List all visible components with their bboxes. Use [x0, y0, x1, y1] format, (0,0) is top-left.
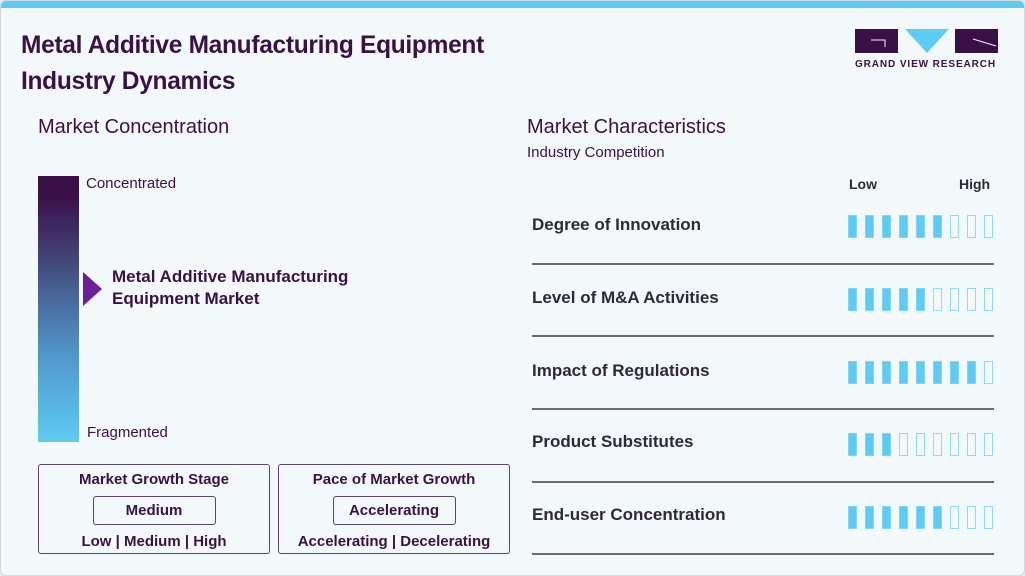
- rating-bar-filled: [967, 361, 976, 384]
- scale-high-label: High: [959, 176, 991, 192]
- row-label: Degree of Innovation: [532, 215, 702, 234]
- rating-bar-empty: [984, 288, 993, 311]
- growth-stage-value: Medium: [92, 496, 216, 525]
- grand-view-research-logo: GRAND VIEW RESEARCH: [855, 29, 1000, 74]
- rating-bar-empty: [950, 215, 959, 238]
- rating-bar-filled: [899, 361, 908, 384]
- rating-bar-filled: [933, 506, 942, 529]
- row-label: End-user Concentration: [532, 505, 726, 524]
- growth-pace-title: Pace of Market Growth: [312, 471, 476, 488]
- market-growth-stage-box: Market Growth Stage Medium Low | Medium …: [38, 464, 270, 554]
- rating-bar-filled: [865, 288, 874, 311]
- market-concentration-title: Market Concentration: [38, 116, 230, 138]
- market-name-line-2: Equipment Market: [112, 289, 260, 308]
- rating-bar-empty: [967, 215, 976, 238]
- rating-bar-filled: [865, 361, 874, 384]
- rating-bar-filled: [865, 506, 874, 529]
- rating-bar-filled: [865, 215, 874, 238]
- rating-bar-filled: [882, 361, 891, 384]
- pace-of-market-growth-box: Pace of Market Growth Accelerating Accel…: [278, 464, 510, 554]
- row-divider: [532, 481, 994, 483]
- row-divider: [532, 335, 994, 337]
- rating-bar-filled: [899, 215, 908, 238]
- top-accent-bar: [1, 1, 1024, 8]
- rating-bar-filled: [916, 361, 925, 384]
- row-label: Impact of Regulations: [532, 361, 710, 380]
- row-divider: [532, 263, 994, 265]
- rating-bar-empty: [967, 433, 976, 456]
- rating-bar-filled: [916, 288, 925, 311]
- rating-bar-filled: [916, 506, 925, 529]
- rating-bar-filled: [882, 215, 891, 238]
- growth-stage-options: Low | Medium | High: [81, 533, 227, 550]
- rating-bar-empty: [967, 288, 976, 311]
- market-characteristics-title: Market Characteristics: [527, 116, 726, 138]
- growth-stage-title: Market Growth Stage: [78, 471, 230, 488]
- growth-pace-options: Accelerating | Decelerating: [297, 533, 491, 550]
- rating-bar-filled: [882, 433, 891, 456]
- rating-bar-filled: [848, 506, 857, 529]
- rating-bars: [848, 433, 993, 456]
- rating-bar-filled: [848, 433, 857, 456]
- row-label: Product Substitutes: [532, 432, 694, 451]
- gvr-logo-icon: [855, 29, 998, 53]
- rating-bar-filled: [916, 215, 925, 238]
- rating-bar-filled: [899, 288, 908, 311]
- concentration-gradient-bar: [38, 176, 79, 442]
- rating-bar-filled: [882, 288, 891, 311]
- rating-bar-empty: [933, 433, 942, 456]
- row-divider: [532, 553, 994, 555]
- rating-bar-empty: [967, 506, 976, 529]
- rating-bars: [848, 506, 993, 529]
- market-name: Metal Additive Manufacturing Equipment M…: [112, 266, 348, 310]
- fragmented-label: Fragmented: [87, 424, 168, 441]
- row-label: Level of M&A Activities: [532, 288, 719, 307]
- title-line-2: Industry Dynamics: [21, 67, 236, 95]
- logo-text: GRAND VIEW RESEARCH: [855, 59, 996, 70]
- rating-bar-empty: [950, 433, 959, 456]
- rating-bar-empty: [984, 506, 993, 529]
- rating-bar-filled: [848, 215, 857, 238]
- rating-bar-filled: [848, 288, 857, 311]
- rating-bar-empty: [950, 506, 959, 529]
- rating-bar-filled: [848, 361, 857, 384]
- rating-bar-empty: [899, 433, 908, 456]
- rating-bar-empty: [984, 361, 993, 384]
- row-divider: [532, 408, 994, 410]
- rating-bar-filled: [950, 361, 959, 384]
- market-pointer-icon: [83, 272, 102, 306]
- rating-bar-empty: [984, 433, 993, 456]
- market-name-line-1: Metal Additive Manufacturing: [112, 267, 349, 286]
- rating-bar-filled: [933, 361, 942, 384]
- page-title: Metal Additive Manufacturing Equipment I…: [21, 27, 648, 99]
- rating-bar-filled: [865, 433, 874, 456]
- rating-bar-empty: [950, 288, 959, 311]
- growth-pace-value: Accelerating: [332, 496, 456, 525]
- concentrated-label: Concentrated: [86, 175, 177, 192]
- rating-bar-empty: [984, 215, 993, 238]
- rating-bar-filled: [899, 506, 908, 529]
- industry-competition-subtitle: Industry Competition: [527, 144, 665, 161]
- rating-bar-filled: [933, 215, 942, 238]
- rating-bars: [848, 288, 993, 311]
- scale-low-label: Low: [849, 176, 877, 192]
- rating-bars: [848, 215, 993, 238]
- rating-bar-filled: [882, 506, 891, 529]
- rating-bar-empty: [933, 288, 942, 311]
- rating-bars: [848, 361, 993, 384]
- title-line-1: Metal Additive Manufacturing Equipment: [21, 31, 484, 59]
- rating-bar-empty: [916, 433, 925, 456]
